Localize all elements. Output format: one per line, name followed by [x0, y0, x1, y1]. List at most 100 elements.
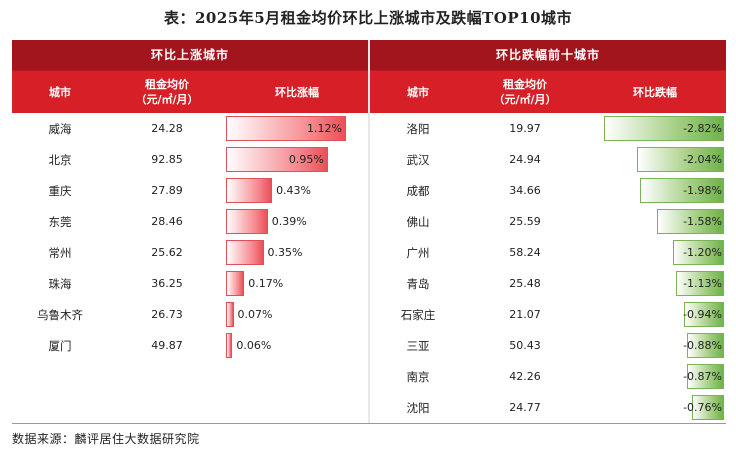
change-bar [639, 178, 724, 203]
change-value: 0.07% [237, 308, 273, 321]
city-cell: 威海 [48, 121, 72, 136]
change-bar [686, 333, 724, 358]
city-cell: 厦门 [48, 338, 72, 353]
city-cell: 常州 [48, 245, 72, 260]
change-bar [656, 209, 724, 234]
change-bar [686, 364, 724, 389]
change-value: 0.17% [248, 277, 284, 290]
table-row: 洛阳 19.97 -2.82% [370, 113, 726, 144]
change-bar [604, 116, 724, 141]
change-cell: -2.04% [584, 144, 726, 175]
change-bar [691, 395, 724, 420]
table-row: 三亚 50.43 -0.88% [370, 330, 726, 361]
change-value: -1.98% [683, 184, 722, 197]
city-cell: 南京 [406, 369, 430, 384]
change-value: -0.87% [683, 370, 722, 383]
change-bar [684, 302, 724, 327]
change-value: -1.13% [683, 277, 722, 290]
price-cell: 25.48 [509, 277, 541, 290]
price-cell: 24.77 [509, 401, 541, 414]
change-bar [675, 271, 724, 296]
price-cell: 27.89 [151, 184, 183, 197]
change-value: 0.95% [288, 153, 324, 166]
table-row: 常州 25.62 0.35% [12, 237, 368, 268]
price-header-line2: （元/㎡/月） [135, 93, 199, 106]
change-value: -1.20% [683, 246, 722, 259]
city-cell: 三亚 [406, 338, 430, 353]
change-bar [672, 240, 724, 265]
change-cell: 0.95% [226, 144, 368, 175]
change-header: 环比跌幅 [633, 85, 677, 99]
city-cell: 珠海 [48, 276, 72, 291]
change-cell: -1.13% [584, 268, 726, 299]
source-note: 数据来源：麟评居住大数据研究院 [12, 432, 200, 446]
city-cell: 北京 [48, 152, 72, 167]
change-cell: 0.43% [226, 175, 368, 206]
bottom-rule [12, 423, 726, 424]
price-cell: 50.43 [509, 339, 541, 352]
city-cell: 东莞 [48, 214, 72, 229]
falling-section-title: 环比跌幅前十城市 [370, 40, 726, 70]
change-value: -0.94% [683, 308, 722, 321]
price-cell: 24.94 [509, 153, 541, 166]
price-cell: 25.62 [151, 246, 183, 259]
change-value: 0.35% [267, 246, 303, 259]
table-row: 南京 42.26 -0.87% [370, 361, 726, 392]
table-row: 珠海 36.25 0.17% [12, 268, 368, 299]
city-header: 城市 [407, 85, 429, 99]
change-cell: 0.39% [226, 206, 368, 237]
change-value: 1.12% [307, 122, 342, 135]
page-title: 表：2025年5月租金均价环比上涨城市及跌幅TOP10城市 [163, 9, 573, 27]
change-cell: -1.98% [584, 175, 726, 206]
price-cell: 36.25 [151, 277, 183, 290]
table-row: 厦门 49.87 0.06% [12, 330, 368, 361]
table-divider [368, 40, 370, 424]
change-cell: -0.94% [584, 299, 726, 330]
change-cell: -0.88% [584, 330, 726, 361]
change-cell: -0.87% [584, 361, 726, 392]
price-cell: 19.97 [509, 122, 541, 135]
price-header: 租金均价 （元/㎡/月） [108, 77, 226, 107]
rising-section-title: 环比上涨城市 [12, 40, 368, 70]
rising-column-headers: 城市 租金均价 （元/㎡/月） 环比涨幅 [12, 70, 368, 113]
table-row: 重庆 27.89 0.43% [12, 175, 368, 206]
table-row: 广州 58.24 -1.20% [370, 237, 726, 268]
falling-column-headers: 城市 租金均价 （元/㎡/月） 环比跌幅 [370, 70, 726, 113]
table-row: 成都 34.66 -1.98% [370, 175, 726, 206]
rising-rows: 威海 24.28 1.12% 北京 92.85 0.95% 重庆 27.89 0.43% 东莞 28… [12, 113, 368, 361]
change-cell: 0.06% [226, 330, 368, 361]
change-cell: -1.58% [584, 206, 726, 237]
change-value: 0.06% [236, 339, 272, 352]
price-header-line1: 租金均价 [503, 78, 547, 91]
table-row: 佛山 25.59 -1.58% [370, 206, 726, 237]
change-value: -0.88% [683, 339, 722, 352]
city-cell: 武汉 [406, 152, 430, 167]
city-cell: 广州 [406, 245, 430, 260]
change-value: -2.04% [683, 153, 722, 166]
city-cell: 石家庄 [400, 307, 436, 322]
change-bar [226, 271, 245, 296]
change-bar [226, 209, 268, 234]
change-bar [226, 116, 346, 141]
change-cell: 0.07% [226, 299, 368, 330]
falling-cities-table: 环比跌幅前十城市 城市 租金均价 （元/㎡/月） 环比跌幅 洛阳 19.97 -2.… [370, 40, 726, 424]
price-cell: 25.59 [509, 215, 541, 228]
table-row: 威海 24.28 1.12% [12, 113, 368, 144]
change-cell: -1.20% [584, 237, 726, 268]
price-cell: 21.07 [509, 308, 541, 321]
change-cell: -0.76% [584, 392, 726, 423]
price-cell: 92.85 [151, 153, 183, 166]
price-header-line2: （元/㎡/月） [493, 93, 557, 106]
city-cell: 重庆 [48, 183, 72, 198]
city-cell: 佛山 [406, 214, 430, 229]
price-cell: 28.46 [151, 215, 183, 228]
table-row: 武汉 24.94 -2.04% [370, 144, 726, 175]
city-cell: 沈阳 [406, 400, 430, 415]
change-cell: 0.35% [226, 237, 368, 268]
rising-cities-table: 环比上涨城市 城市 租金均价 （元/㎡/月） 环比涨幅 威海 24.28 1.12%… [12, 40, 368, 424]
price-cell: 58.24 [509, 246, 541, 259]
change-value: -0.76% [683, 401, 722, 414]
change-cell: 0.17% [226, 268, 368, 299]
price-cell: 24.28 [151, 122, 183, 135]
price-cell: 49.87 [151, 339, 183, 352]
